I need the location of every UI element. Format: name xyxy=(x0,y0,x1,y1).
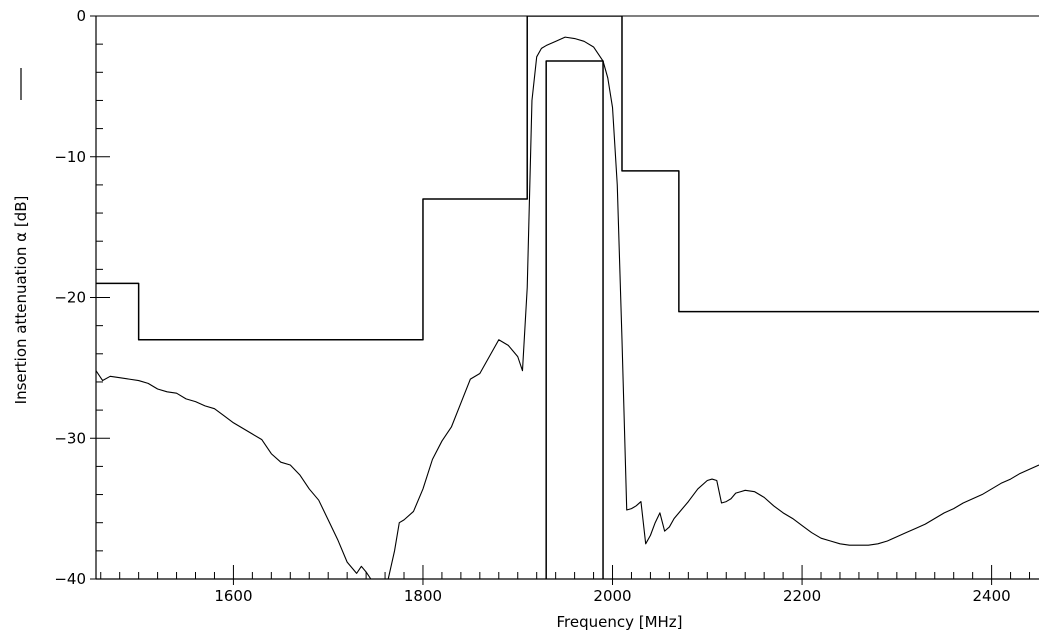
series-layer xyxy=(96,16,1039,579)
plot-area xyxy=(95,15,1039,580)
x-axis-title: Frequency [MHz] xyxy=(556,613,682,631)
series-line-passband-mask xyxy=(545,60,604,579)
y-axis-title: Insertion attenuation α [dB] xyxy=(12,196,30,405)
x-tick-label: 2200 xyxy=(783,587,821,605)
series-line-measured-response xyxy=(96,36,1039,579)
y-tick-label: −30 xyxy=(54,429,86,447)
x-tick-label: 1800 xyxy=(404,587,442,605)
series-line-attenuation-mask xyxy=(96,16,1039,341)
y-tick-label: −40 xyxy=(54,570,86,588)
x-tick-label: 1600 xyxy=(214,587,252,605)
x-tick-label: 2400 xyxy=(973,587,1011,605)
axes-layer xyxy=(90,15,1031,585)
y-tick-label: 0 xyxy=(76,7,86,25)
y-tick-label: −10 xyxy=(54,148,86,166)
labels-layer: 1600 1800 2000 2200 2400 0 −10 −20 −30 −40 Frequen… xyxy=(12,7,1011,631)
x-tick-label: 2000 xyxy=(593,587,631,605)
y-tick-label: −20 xyxy=(54,289,86,307)
